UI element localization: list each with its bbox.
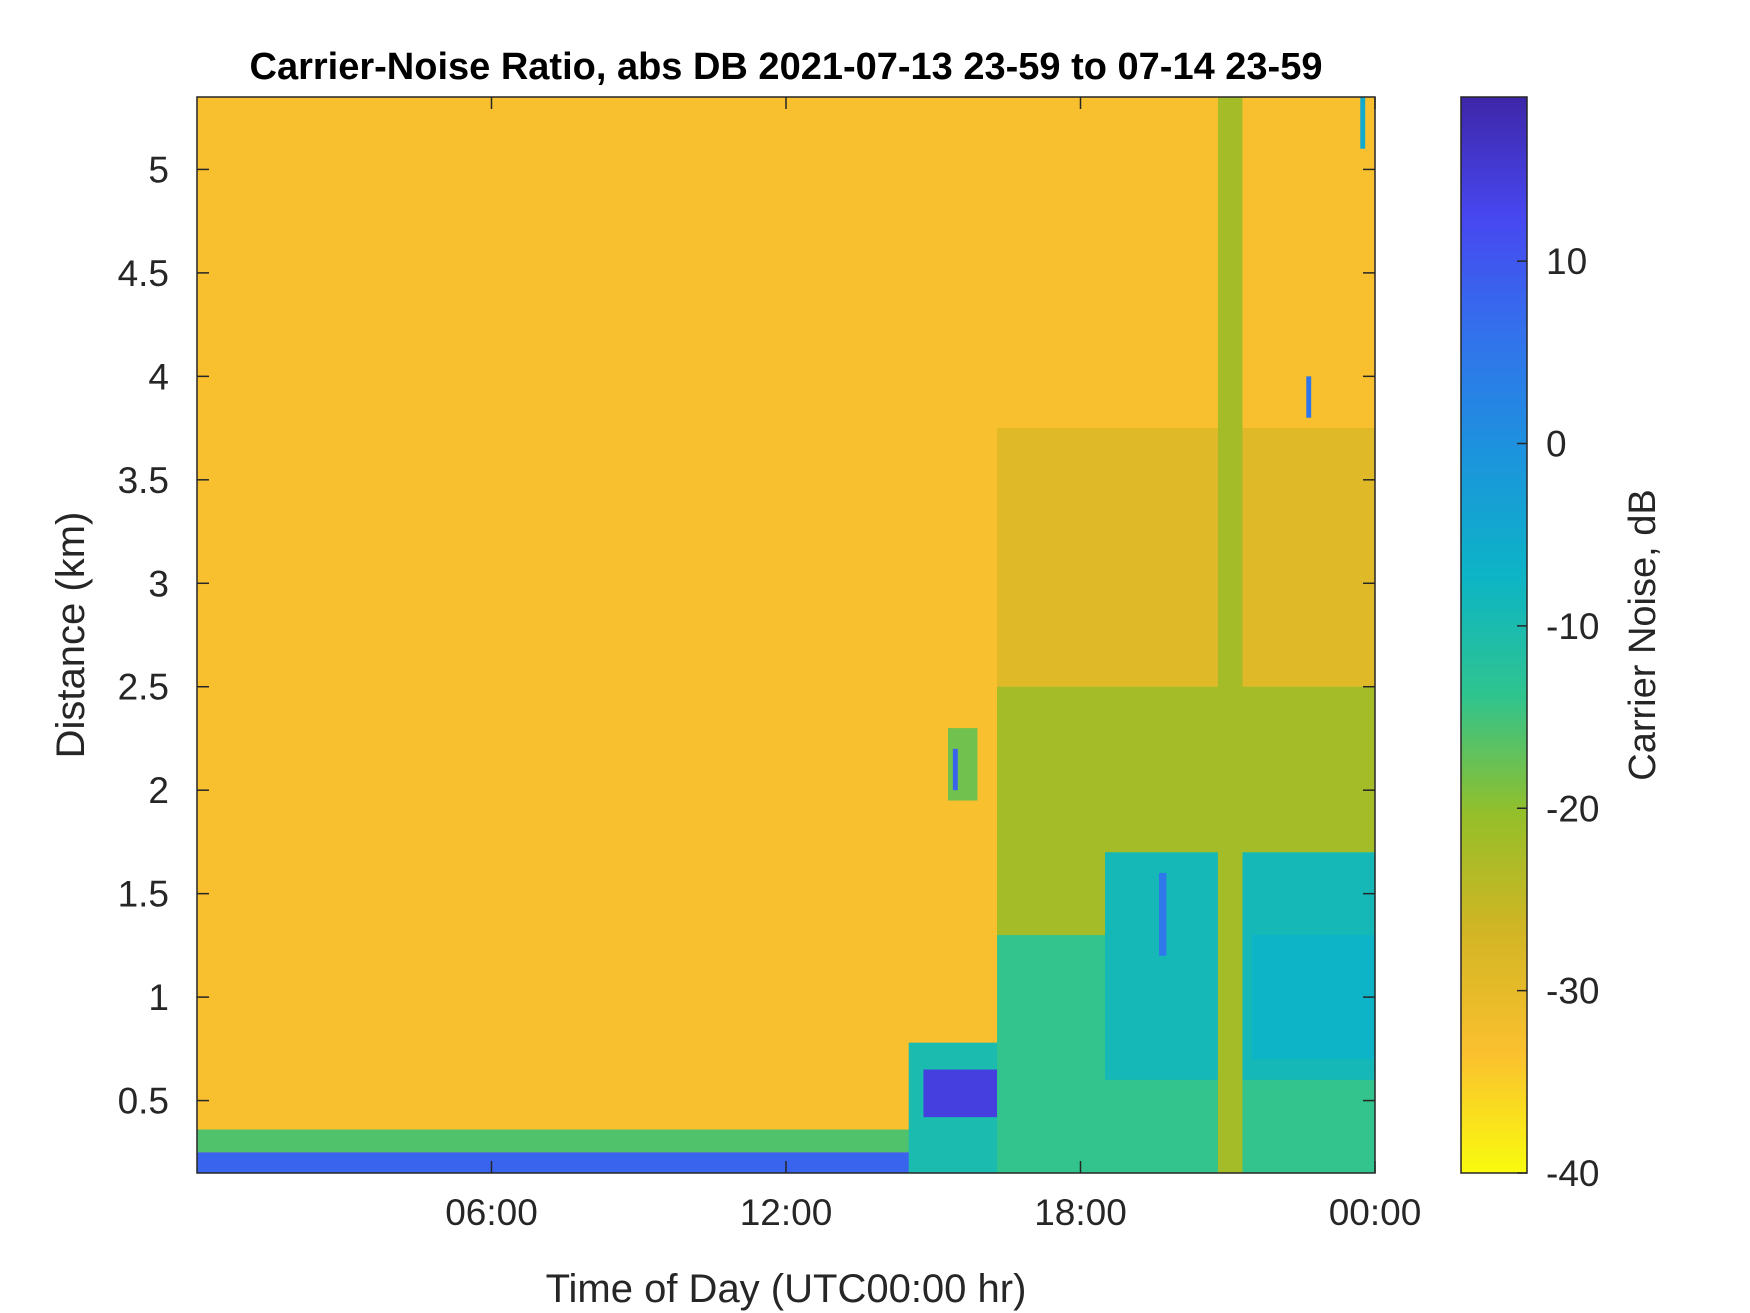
chart-title: Carrier-Noise Ratio, abs DB 2021-07-13 2… [250, 46, 1323, 88]
heatmap-cell-13 [1159, 872, 1167, 956]
x-tick-label-1: 12:00 [740, 1192, 833, 1233]
heatmap-cell-1 [197, 1129, 924, 1153]
y-axis-label: Distance (km) [49, 512, 93, 759]
heatmap-cell-2 [197, 1152, 924, 1173]
heatmap-cell-15 [1360, 97, 1366, 149]
heatmap-cell-5 [947, 728, 978, 801]
colorbar-tick-label-4: -30 [1546, 971, 1599, 1012]
heatmap-cell-6 [952, 748, 958, 791]
y-tick-label-4: 2.5 [118, 667, 169, 708]
heatmap-cell-14 [1306, 376, 1312, 418]
y-tick-label-2: 1.5 [118, 874, 169, 915]
heatmap-cell-12 [1217, 97, 1243, 1173]
x-tick-label-3: 00:00 [1329, 1192, 1422, 1233]
colorbar-label: Carrier Noise, dB [1622, 489, 1664, 780]
colorbar-tick-label-1: 0 [1546, 424, 1567, 465]
plot-area [196, 96, 1376, 1174]
y-tick-label-0: 0.5 [118, 1081, 169, 1122]
y-tick-label-9: 5 [148, 149, 169, 190]
colorbar-gradient [1460, 96, 1528, 1174]
heatmap-cell-11 [1252, 935, 1375, 1060]
colorbar-ticks: 10 0 -10 -20 -30 -40 [1517, 241, 1599, 1194]
heatmap-cell-7 [997, 428, 1375, 708]
y-tick-label-6: 3.5 [118, 460, 169, 501]
x-axis: 06:00 12:00 18:00 00:00 [445, 97, 1421, 1233]
x-tick-label-2: 18:00 [1034, 1192, 1127, 1233]
y-tick-label-8: 4.5 [118, 253, 169, 294]
y-tick-label-5: 3 [148, 563, 169, 604]
y-axis: 0.5 1 1.5 2 2.5 3 3.5 4 4.5 5 [118, 149, 1375, 1122]
x-axis-label: Time of Day (UTC00:00 hr) [546, 1267, 1027, 1311]
colorbar-tick-label-3: -20 [1546, 788, 1599, 829]
colorbar: 10 0 -10 -20 -30 -40 Carrier Noise, dB [1460, 96, 1664, 1194]
x-tick-label-0: 06:00 [445, 1192, 538, 1233]
colorbar-tick-label-0: 10 [1546, 241, 1587, 282]
colorbar-tick-label-2: -10 [1546, 606, 1599, 647]
colorbar-tick-label-5: -40 [1546, 1153, 1599, 1194]
y-tick-label-3: 2 [148, 770, 169, 811]
heatmap-cell-4 [923, 1069, 998, 1118]
y-tick-label-1: 1 [148, 977, 169, 1018]
y-tick-label-7: 4 [148, 356, 169, 397]
heatmap [197, 97, 1375, 1173]
